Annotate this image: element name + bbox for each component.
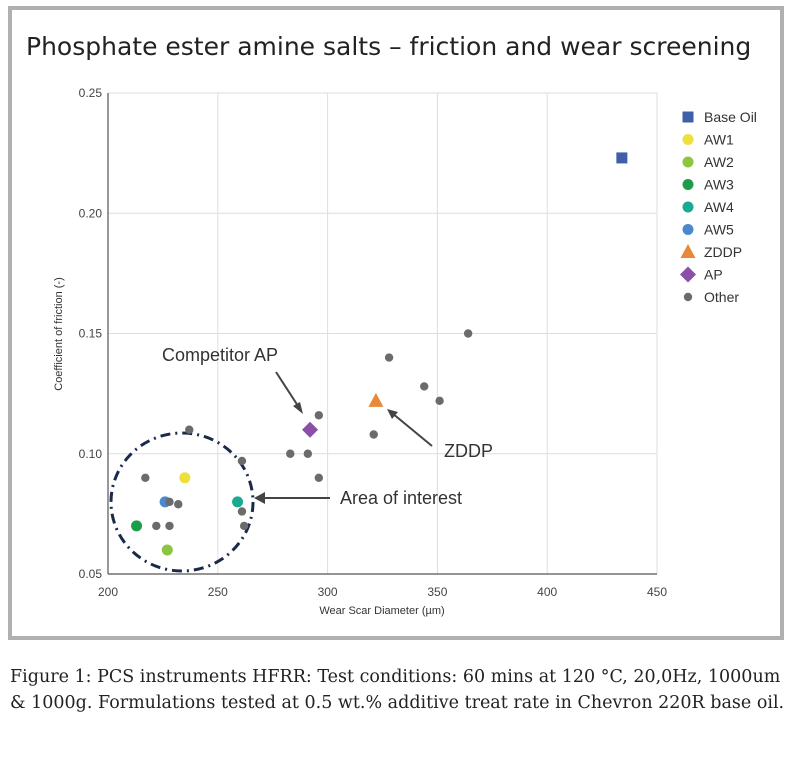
x-tick-label: 400 xyxy=(537,585,557,599)
x-tick-label: 250 xyxy=(208,585,228,599)
legend-marker-aw5 xyxy=(682,224,694,235)
data-point-base-oil xyxy=(616,152,628,164)
annotation-arrowhead-zddp xyxy=(387,409,398,419)
legend-label-ap: AP xyxy=(704,267,723,283)
y-tick-label: 0.15 xyxy=(79,327,103,341)
y-tick-label: 0.10 xyxy=(79,447,103,461)
data-point-other xyxy=(141,473,150,482)
legend-marker-base-oil xyxy=(682,111,694,123)
legend-label-other: Other xyxy=(704,289,739,305)
annotation-zddp: ZDDP xyxy=(444,441,493,461)
legend-marker-zddp xyxy=(680,244,696,258)
data-point-other xyxy=(165,497,174,507)
legend-marker-aw3 xyxy=(682,179,694,190)
axes xyxy=(107,93,657,575)
data-point-other xyxy=(463,329,473,338)
legend: Base Oil AW1 AW2 AW3 AW4 AW5 ZDDP AP Other xyxy=(680,109,757,305)
y-tick-label: 0.05 xyxy=(79,567,103,581)
legend-label-aw4: AW4 xyxy=(704,199,734,215)
tick-labels: 200 250 300 350 400 450 0.05 0.10 0.15 0.20 0.25 xyxy=(79,86,668,599)
y-tick-label: 0.20 xyxy=(79,206,103,220)
legend-marker-ap xyxy=(680,266,696,283)
data-point-other xyxy=(239,521,249,531)
data-point-other xyxy=(185,425,194,434)
data-points xyxy=(131,152,628,556)
data-point-other xyxy=(174,500,183,509)
data-point-ap xyxy=(302,421,319,438)
legend-label-aw1: AW1 xyxy=(704,132,734,148)
data-point-other xyxy=(420,382,429,391)
legend-label-base-oil: Base Oil xyxy=(704,109,757,125)
annotation-arrow-zddp xyxy=(391,412,433,447)
data-point-other xyxy=(369,430,378,439)
annotation-competitor-ap: Competitor AP xyxy=(162,345,278,365)
legend-marker-other xyxy=(683,292,693,302)
annotation-area-of-interest: Area of interest xyxy=(340,488,462,508)
x-tick-label: 300 xyxy=(318,585,338,599)
legend-marker-aw1 xyxy=(682,134,694,145)
legend-label-aw3: AW3 xyxy=(704,177,734,193)
x-axis-label: Wear Scar Diameter (µm) xyxy=(319,605,444,617)
data-point-other xyxy=(165,521,174,531)
legend-marker-aw2 xyxy=(682,156,694,168)
data-point-other xyxy=(384,353,394,362)
data-point-aw1 xyxy=(179,472,191,484)
data-point-zddp xyxy=(368,392,384,407)
y-axis-label: Coefficient of friction (-) xyxy=(53,277,65,391)
legend-marker-aw4 xyxy=(682,201,694,213)
data-point-other xyxy=(303,449,313,458)
annotation-arrowhead-competitor-ap xyxy=(293,402,303,414)
legend-label-zddp: ZDDP xyxy=(704,244,742,260)
data-point-aw3 xyxy=(131,520,143,532)
data-point-other xyxy=(286,449,295,458)
data-point-other xyxy=(314,473,324,482)
x-tick-label: 350 xyxy=(427,585,447,599)
data-point-other xyxy=(314,411,324,420)
x-tick-label: 450 xyxy=(647,585,667,599)
y-tick-label: 0.25 xyxy=(79,86,103,100)
data-point-aw4 xyxy=(232,496,244,508)
annotation-arrow-competitor-ap xyxy=(275,371,301,410)
data-point-other xyxy=(237,507,247,516)
figure-caption: Figure 1: PCS instruments HFRR: Test con… xyxy=(10,667,785,713)
data-point-other xyxy=(435,396,444,406)
legend-label-aw2: AW2 xyxy=(704,154,734,170)
area-of-interest-circle xyxy=(109,431,255,573)
data-point-other xyxy=(152,521,161,531)
x-tick-label: 200 xyxy=(98,585,118,599)
data-point-other xyxy=(237,456,247,466)
data-point-aw2 xyxy=(161,544,173,556)
legend-label-aw5: AW5 xyxy=(704,222,734,238)
chart-title: Phosphate ester amine salts – friction a… xyxy=(26,32,752,61)
annotation-arrowhead-area-of-interest xyxy=(254,492,265,504)
